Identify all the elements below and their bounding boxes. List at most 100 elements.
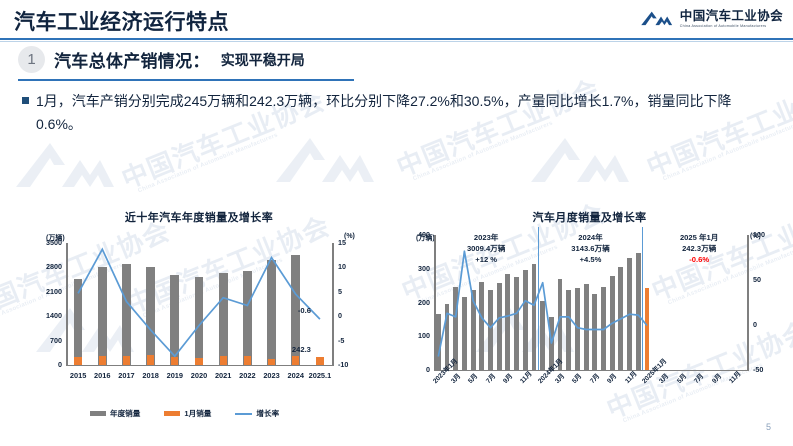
annual-bar-gray	[218, 273, 228, 365]
monthly-annotation-line: 3009.4万辆	[466, 244, 506, 253]
legend-label-jan: 1月销量	[184, 409, 212, 418]
header-divider-light	[0, 41, 793, 42]
monthly-y2-tick: 0	[753, 320, 757, 329]
monthly-bar	[566, 290, 572, 370]
monthly-y2-tick: 100	[753, 230, 765, 239]
annual-chart-legend: 年度销量 1月销量 增长率	[90, 408, 279, 419]
bullet-square-icon	[22, 97, 29, 104]
annual-x-axis	[66, 365, 334, 367]
monthly-bar	[635, 252, 641, 370]
monthly-bar	[444, 303, 450, 370]
legend-swatch-growth	[235, 412, 253, 415]
annual-bar-orange	[292, 356, 300, 365]
monthly-bar	[496, 282, 502, 370]
legend-swatch-annual	[90, 411, 106, 416]
annual-y2-tick: 0	[338, 311, 342, 321]
monthly-annotation-line: 2024年	[578, 233, 603, 242]
monthly-y2-axis-unit: (%)	[750, 233, 761, 240]
monthly-y-tick: 200	[418, 297, 430, 307]
annual-y2-tick: -5	[338, 335, 345, 345]
annual-x-tick: 2023	[263, 371, 280, 380]
annual-sales-chart: 近十年汽车年度销量及增长率 (万辆) (%) 0 700 1400 2100 2800 3…	[24, 205, 374, 430]
annual-y2-tick: 5	[338, 286, 342, 296]
monthly-annotation: 2025 年1月 242.3万辆 -0.6%	[654, 232, 744, 265]
monthly-bar	[435, 314, 441, 370]
watermark-logo-icon	[270, 130, 380, 190]
monthly-bar	[575, 288, 580, 370]
legend-label-annual: 年度销量	[110, 409, 141, 418]
annual-bar-gray	[73, 279, 83, 365]
monthly-annotation-line: 242.3万辆	[682, 244, 717, 253]
page-number: 5	[765, 422, 771, 432]
monthly-bar	[514, 277, 520, 370]
annual-y2-tick: 15	[338, 238, 346, 247]
annual-y2-axis-unit: (%)	[344, 233, 355, 240]
annual-y-tick: 2100	[46, 286, 62, 296]
brand-name-en: China Association of Automobile Manufact…	[679, 23, 767, 28]
monthly-y2-axis	[747, 235, 749, 371]
monthly-bar	[592, 293, 598, 370]
annual-y-axis-unit: (万辆)	[46, 235, 65, 242]
monthly-annotation-line: 2025 年1月	[679, 233, 719, 242]
annual-x-tick: 2025.1	[308, 371, 332, 380]
monthly-annotation-line: +4.5%	[579, 255, 602, 264]
monthly-bar	[453, 287, 459, 370]
monthly-annotation: 2023年 3009.4万辆 +12 %	[441, 232, 531, 265]
annual-y-axis	[66, 243, 68, 366]
brand-logo: 中国汽车工业协会 China Association of Automobile…	[640, 8, 783, 30]
annual-bar-gray	[267, 260, 276, 365]
page-title: 汽车工业经济运行特点	[14, 11, 229, 34]
monthly-bar	[522, 269, 528, 370]
annual-bar-orange	[316, 356, 324, 365]
legend-item-annual: 年度销量	[90, 408, 140, 419]
annual-y-tick: 2800	[46, 262, 62, 272]
monthly-year-separator	[642, 227, 644, 370]
annual-y2-tick: 10	[338, 262, 346, 272]
annual-bar-gray	[122, 264, 131, 365]
watermark-logo-icon	[525, 130, 635, 190]
monthly-bar	[531, 263, 537, 370]
monthly-chart-title: 汽车月度销量及增长率	[532, 212, 647, 224]
annual-jan-label: 242.3	[291, 344, 311, 354]
monthly-y2-tick: -50	[753, 365, 764, 374]
annual-bar-orange	[98, 356, 106, 365]
monthly-bar	[479, 281, 485, 370]
monthly-bar	[470, 289, 476, 370]
annual-bar-orange	[195, 358, 203, 365]
annual-x-tick: 2021	[214, 371, 232, 380]
annual-y-tick: 0	[58, 360, 62, 369]
monthly-year-separator	[537, 227, 539, 370]
annual-y-tick: 3500	[46, 238, 62, 247]
section-number-badge: 1	[18, 46, 45, 73]
section-heading: 1 汽车总体产销情况： 实现平稳开局	[18, 46, 305, 73]
bullet-item: 1月，汽车产销分别完成245万辆和242.3万辆，环比分别下降27.2%和30.…	[22, 90, 775, 136]
legend-item-jan: 1月销量	[164, 408, 211, 419]
monthly-y-tick: 300	[418, 263, 430, 273]
annual-bar-orange	[171, 356, 179, 365]
annual-bar-orange	[219, 356, 227, 365]
monthly-y-tick: 100	[418, 331, 430, 341]
monthly-y2-tick: 50	[753, 275, 761, 284]
annual-bar-orange	[147, 355, 155, 365]
monthly-bar-current	[644, 288, 650, 370]
annual-x-tick: 2019	[166, 371, 184, 380]
annual-y-tick: 1400	[46, 311, 62, 321]
annual-bar-orange	[122, 356, 131, 365]
section-underline	[18, 79, 354, 81]
monthly-annotation-line: +12 %	[475, 255, 498, 264]
bullet-text: 1月，汽车产销分别完成245万辆和242.3万辆，环比分别下降27.2%和30.…	[36, 93, 732, 133]
annual-x-tick: 2015	[69, 371, 87, 380]
watermark-logo-icon	[10, 135, 120, 195]
monthly-bar	[461, 297, 467, 370]
section-title: 汽车总体产销情况：	[54, 52, 210, 71]
monthly-annotation-line: -0.6%	[689, 255, 710, 264]
annual-x-tick: 2017	[118, 371, 135, 380]
annual-chart-title: 近十年汽车年度销量及增长率	[124, 212, 274, 224]
monthly-bar	[583, 283, 589, 370]
annual-x-tick: 2016	[94, 371, 111, 380]
legend-label-growth: 增长率	[256, 409, 280, 418]
monthly-bar	[488, 289, 493, 370]
monthly-x-axis	[434, 370, 749, 372]
monthly-annotation: 2024年 3143.6万辆 +4.5%	[546, 232, 636, 265]
annual-y-tick: 700	[50, 335, 62, 345]
